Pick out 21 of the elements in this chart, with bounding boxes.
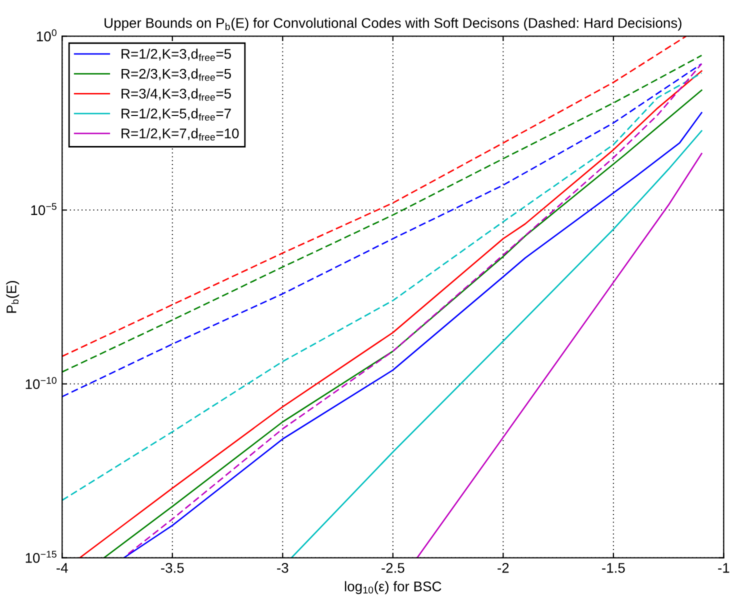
y-tick-label: 10$^{−10}$ [26,377,56,390]
x-axis-title: log$_{10}$(ε) for BSC [344,581,442,594]
x-tick-label: -4 [56,563,68,573]
y-tick-label: 10$^{−5}$ [31,203,56,216]
legend-label: R=2/3,K=3,d$_{free}$=5 [122,68,231,81]
chart-title: Upper Bounds on P$_{b}$(E) for Convolutional Codes with Soft Decisons (Dashed: Hard Decisions) [104,18,682,31]
y-tick-label: 10$^{0}$ [36,29,56,42]
legend-label: R=1/2,K=5,d$_{free}$=7 [122,108,231,121]
line-series [290,130,702,558]
x-tick-label: -2.5 [382,563,404,573]
x-tick-label: -3 [277,563,288,573]
x-tick-label: -3.5 [161,563,184,573]
x-tick-label: -1.5 [602,563,625,573]
legend-label: R=3/4,K=3,d$_{free}$=5 [122,88,231,101]
legend-label: R=1/2,K=3,d$_{free}$=5 [122,48,231,61]
x-tick-label: -2 [498,563,509,573]
y-tick-label: 10$^{−15}$ [26,550,56,563]
x-tick-label: -1 [718,563,730,573]
y-axis-title: P$_{b}$(E) [6,281,20,313]
legend-label: R=1/2,K=7,d$_{free}$=10 [122,128,239,141]
line-series [416,152,702,558]
